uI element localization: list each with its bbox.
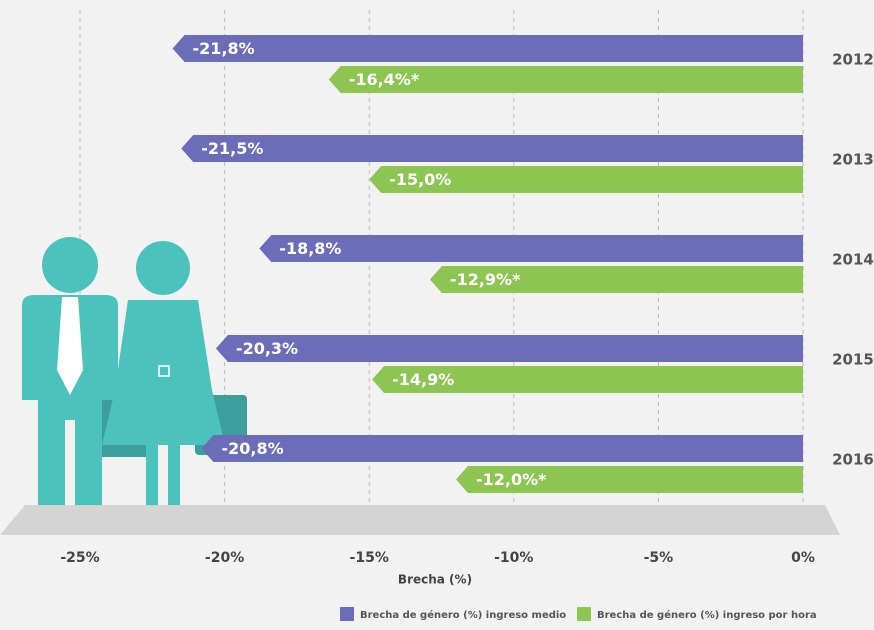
bar	[429, 266, 803, 293]
x-axis-title: Brecha (%)	[398, 573, 472, 587]
bar	[372, 366, 803, 393]
x-tick-label: 0%	[791, 550, 815, 566]
bar	[369, 166, 803, 193]
x-tick-label: -10%	[494, 550, 533, 566]
bars: -21,8% -16,4%* -21,5% -15,0% -18,8% -12,9%* -2…	[172, 35, 804, 493]
bar	[259, 235, 804, 262]
value-label: -12,9%*	[450, 270, 521, 289]
value-label: -15,0%	[389, 170, 451, 189]
bar	[328, 66, 803, 93]
bar	[181, 135, 804, 162]
bar	[201, 435, 804, 462]
x-tick-label: -5%	[644, 550, 674, 566]
x-tick-label: -20%	[205, 550, 244, 566]
legend-label: Brecha de género (%) ingreso por hora	[597, 609, 817, 621]
bar	[455, 466, 803, 493]
category-label: 2013	[832, 151, 874, 169]
category-label: 2014	[832, 251, 874, 269]
value-label: -12,0%*	[476, 470, 547, 489]
legend-swatch	[340, 607, 354, 621]
legend-swatch	[577, 607, 591, 621]
bar	[215, 335, 803, 362]
value-label: -20,3%	[236, 339, 298, 358]
value-label: -21,5%	[201, 139, 263, 158]
value-label: -21,8%	[193, 39, 255, 58]
value-label: -18,8%	[279, 239, 341, 258]
floor	[0, 505, 840, 535]
x-tick-label: -25%	[60, 550, 99, 566]
value-label: -20,8%	[221, 439, 283, 458]
people-illustration	[22, 237, 247, 505]
legend-label: Brecha de género (%) ingreso medio	[360, 609, 566, 621]
value-label: -16,4%*	[349, 70, 420, 89]
category-label: 2015	[832, 351, 874, 369]
value-label: -14,9%	[392, 370, 454, 389]
category-label: 2016	[832, 451, 874, 469]
bar	[172, 35, 803, 62]
category-label: 2012	[832, 51, 874, 69]
x-tick-label: -15%	[350, 550, 389, 566]
